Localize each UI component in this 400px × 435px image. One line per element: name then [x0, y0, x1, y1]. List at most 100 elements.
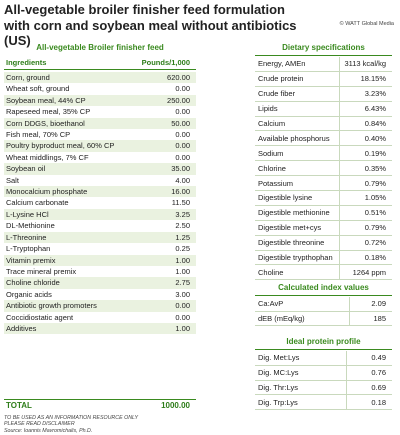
row-value: 0.00: [154, 300, 196, 312]
row-label: Digestible methionine: [255, 205, 340, 221]
row-label: Vitamin premix: [4, 254, 155, 266]
row-label: Corn, ground: [4, 72, 155, 84]
index-section-title: Calculated index values: [278, 283, 369, 292]
row-label: Trace mineral premix: [6, 266, 77, 276]
row-label: Soybean oil: [4, 163, 155, 175]
dietary-section-title: Dietary specifications: [282, 43, 365, 52]
row-label: Available phosphorus: [255, 130, 340, 147]
row-label: Digestible met+cys: [255, 220, 340, 236]
row-value: 0.18%: [338, 250, 392, 266]
row-value: 0.00: [175, 130, 190, 140]
table-row: Calcium carbonate 11.50: [4, 197, 196, 208]
table-row: Choline 1264 ppm: [255, 264, 392, 281]
row-value: 16.00: [154, 186, 196, 198]
row-label: Energy, AMEn: [255, 57, 340, 72]
row-value: 18.15%: [338, 71, 392, 87]
feed-section-title: All-vegetable Broiler finisher feed: [36, 43, 164, 52]
row-label: Digestible lysine: [255, 190, 340, 206]
row-value: 11.50: [171, 198, 190, 208]
ingredients-table: Corn, ground 620.00 Wheat soft, ground 0.00…: [4, 72, 196, 335]
row-value: 4.00: [175, 175, 190, 185]
row-label: Coccidiostatic agent: [6, 312, 74, 322]
row-value: 0.79%: [338, 175, 392, 192]
row-value: 0.51%: [338, 205, 392, 221]
row-label: Chlorine: [255, 160, 340, 177]
table-row: Calcium 0.84%: [255, 116, 392, 132]
row-label: Monocalcium phosphate: [4, 186, 155, 198]
table-row: Trace mineral premix 1.00: [4, 266, 196, 277]
row-value: 3.23%: [338, 86, 392, 102]
row-value: 0.18: [345, 394, 392, 411]
feed-header-divider: [4, 69, 196, 70]
table-row: Dig. MC:Lys 0.76: [255, 365, 392, 381]
row-label: Soybean meal, 44% CP: [4, 94, 155, 107]
row-label: Sodium: [255, 145, 340, 162]
footer-disclaimer-line-2: PLEASE READ DISCLAIMER: [4, 421, 75, 428]
row-label: Dig. MC:Lys: [255, 365, 347, 381]
row-value: 620.00: [154, 72, 196, 84]
table-row: Dig. Thr:Lys 0.69: [255, 380, 392, 396]
row-label: Calcium: [255, 116, 340, 132]
row-value: 0.19%: [338, 145, 392, 162]
table-row: Digestible trypthophan 0.18%: [255, 250, 392, 266]
row-label: Wheat middlings, 7% CF: [6, 152, 89, 162]
row-value: 35.00: [154, 163, 196, 175]
row-value: 1.25: [154, 231, 196, 244]
table-row: Rapeseed meal, 35% CP 0.00: [4, 106, 196, 117]
row-value: 1.00: [154, 254, 196, 266]
footer-disclaimer-line-1: TO BE USED AS AN INFORMATION RESOURCE ON…: [4, 415, 139, 421]
feed-total-divider: [4, 399, 196, 400]
table-row: Lipids 6.43%: [255, 101, 392, 117]
table-row: L-Lysine HCl 3.25: [4, 208, 196, 221]
table-row: L-Threonine 1.25: [4, 231, 196, 244]
table-row: Crude protein 18.15%: [255, 71, 392, 87]
row-label: Lipids: [255, 101, 340, 117]
row-label: Ca:AvP: [255, 297, 350, 312]
row-value: 50.00: [154, 117, 196, 130]
table-row: Additives 1.00: [4, 322, 196, 335]
footer-source-line: Source: Ioannis Mavromichalis, Ph.D.: [4, 427, 93, 434]
row-value: 0.00: [175, 152, 190, 162]
row-label: Digestible threonine: [255, 235, 340, 251]
table-row: Vitamin premix 1.00: [4, 254, 196, 266]
row-label: Corn DDGS, bioethanol: [4, 117, 155, 130]
table-row: Energy, AMEn 3113 kcal/kg: [255, 57, 392, 72]
footer-notes: TO BE USED AS AN INFORMATION RESOURCE ON…: [4, 415, 138, 434]
index-header-divider: [255, 295, 392, 296]
row-value: 0.72%: [338, 235, 392, 251]
row-value: 3.00: [175, 289, 190, 299]
table-row: Wheat middlings, 7% CF 0.00: [4, 152, 196, 163]
dietary-table: Energy, AMEn 3113 kcal/kg Crude protein 18.…: [255, 57, 392, 281]
row-value: 0.84%: [338, 116, 392, 132]
row-label: Crude fiber: [255, 86, 340, 102]
table-row: Monocalcium phosphate 16.00: [4, 186, 196, 198]
table-row: Soybean meal, 44% CP 250.00: [4, 94, 196, 107]
row-value: 0.00: [175, 84, 190, 94]
row-value: 0.00: [175, 312, 190, 322]
table-row: Chlorine 0.35%: [255, 160, 392, 177]
table-row: Dig. Trp:Lys 0.18: [255, 394, 392, 411]
row-value: 0.00: [154, 140, 196, 152]
table-row: Wheat soft, ground 0.00: [4, 83, 196, 94]
total-value: 1000.00: [161, 401, 190, 410]
row-label: L-Tryptophan: [6, 244, 51, 254]
protein-table: Dig. Met:Lys 0.49 Dig. MC:Lys 0.76 Dig. Thr:…: [255, 351, 392, 411]
row-label: Rapeseed meal, 35% CP: [6, 107, 91, 117]
table-row: Ca:AvP 2.09: [255, 297, 392, 312]
row-label: Choline chloride: [4, 277, 155, 289]
amount-column-header: Pounds/1,000: [141, 58, 190, 67]
row-value: 2.50: [175, 221, 190, 231]
row-value: 0.25: [175, 244, 190, 254]
row-label: Wheat soft, ground: [6, 84, 70, 94]
table-row: Poultry byproduct meal, 60% CP 0.00: [4, 140, 196, 152]
table-row: Fish meal, 70% CP 0.00: [4, 129, 196, 140]
row-value: 0.76: [345, 365, 392, 381]
row-label: L-Threonine: [4, 231, 155, 244]
table-row: Available phosphorus 0.40%: [255, 130, 392, 147]
row-value: 185: [348, 311, 392, 326]
row-value: 250.00: [154, 94, 196, 107]
table-row: Corn, ground 620.00: [4, 72, 196, 84]
row-label: Digestible trypthophan: [255, 250, 340, 266]
table-row: L-Tryptophan 0.25: [4, 243, 196, 254]
row-label: Fish meal, 70% CP: [6, 130, 71, 140]
